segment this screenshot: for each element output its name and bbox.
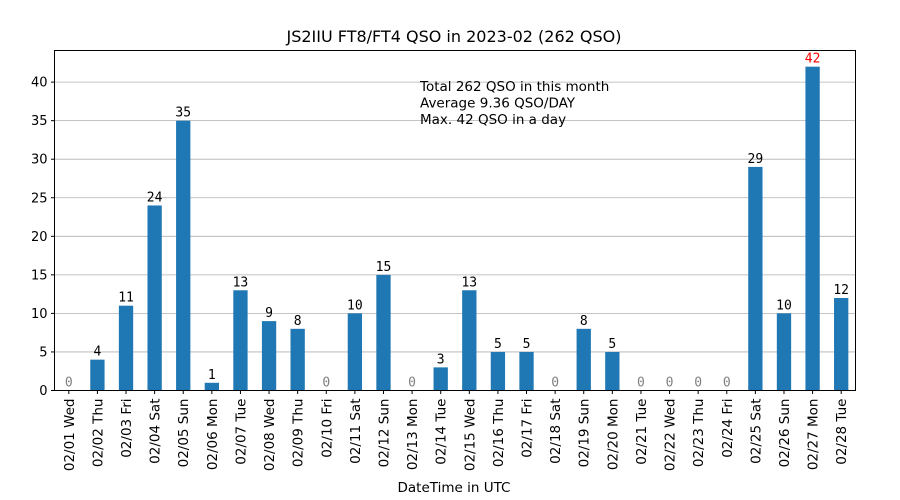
bar: [776, 313, 792, 391]
bar-value-label: 0: [322, 376, 330, 391]
x-tick-label: 02/26 Sun: [777, 399, 793, 468]
x-tick-label: 02/06 Mon: [205, 399, 221, 471]
bar: [576, 328, 591, 391]
y-tick-label: 25: [31, 191, 48, 206]
annotation-average: Average 9.36 QSO/DAY: [420, 96, 576, 112]
x-tick-label: 02/14 Tue: [434, 399, 450, 465]
x-tick-label: 02/02 Thu: [90, 399, 106, 468]
x-tick-label: 02/13 Mon: [405, 399, 421, 471]
y-tick-label: 30: [31, 153, 48, 168]
y-tick-label: 10: [31, 307, 48, 322]
x-tick-label: 02/03 Fri: [119, 399, 135, 458]
x-tick-label: 02/17 Fri: [520, 399, 536, 458]
bar: [519, 351, 534, 391]
bar-value-label: 8: [580, 314, 588, 329]
x-tick-label: 02/07 Tue: [233, 399, 249, 465]
bar: [176, 120, 191, 391]
bar: [376, 274, 391, 391]
x-tick-label: 02/08 Wed: [262, 399, 278, 472]
bar-value-label: 15: [376, 260, 392, 275]
y-tick-label: 20: [31, 230, 48, 245]
bar-value-label: 13: [233, 275, 249, 290]
bar: [233, 290, 248, 391]
bar-value-label: 0: [637, 376, 645, 391]
bar-value-label: 5: [494, 337, 502, 352]
bar: [290, 328, 305, 391]
x-tick-label: 02/04 Sat: [148, 399, 164, 464]
bar-value-label: 1: [208, 368, 216, 383]
bar: [605, 351, 620, 391]
x-tick-label: 02/19 Sun: [577, 399, 593, 468]
bar-value-label: 5: [608, 337, 616, 352]
bar-value-label: 29: [748, 152, 764, 167]
x-tick-label: 02/24 Fri: [720, 399, 736, 458]
bar-value-label: 5: [523, 337, 531, 352]
bar-value-label: 24: [147, 190, 163, 205]
y-tick-label: 0: [39, 384, 47, 399]
bar: [147, 205, 162, 391]
plot-frame: [54, 50, 856, 391]
y-tick-label: 40: [31, 76, 48, 91]
bar-value-label: 0: [551, 376, 559, 391]
bar: [90, 359, 105, 391]
x-tick-label: 02/22 Wed: [663, 399, 679, 472]
bar: [748, 166, 763, 391]
x-tick-label: 02/23 Thu: [691, 399, 707, 468]
chart-title: JS2IIU FT8/FT4 QSO in 2023-02 (262 QSO): [285, 27, 621, 46]
x-tick-label: 02/25 Sat: [748, 399, 764, 464]
bar: [834, 297, 849, 391]
bar: [805, 66, 820, 391]
bar: [261, 321, 277, 391]
x-tick-label: 02/01 Wed: [62, 399, 78, 472]
x-tick-label: 02/16 Thu: [491, 399, 507, 468]
x-tick-label: 02/18 Sat: [548, 399, 564, 464]
y-tick-label: 15: [31, 268, 48, 283]
bar-value-label: 9: [265, 306, 273, 321]
bar-value-label: 12: [833, 283, 849, 298]
bar-value-label: 10: [776, 298, 792, 313]
x-tick-label: 02/05 Sun: [176, 399, 192, 468]
bar-value-label: 3: [437, 352, 445, 367]
bar: [204, 382, 219, 391]
bar: [118, 305, 134, 391]
annotation-max: Max. 42 QSO in a day: [420, 112, 566, 128]
bar-value-label: 8: [294, 314, 302, 329]
bar-value-label: 35: [175, 106, 191, 121]
bar-value-label: 4: [93, 345, 101, 360]
bar-value-label: 0: [723, 376, 731, 391]
bar-value-label: 0: [65, 376, 73, 391]
bar: [490, 351, 506, 391]
x-tick-label: 02/27 Mon: [806, 399, 822, 471]
x-tick-label: 02/28 Tue: [834, 399, 850, 465]
x-tick-label: 02/09 Thu: [291, 399, 307, 468]
bar: [347, 313, 363, 391]
bar: [433, 367, 448, 391]
annotation-total: Total 262 QSO in this month: [419, 79, 609, 95]
bar-value-label: 0: [694, 376, 702, 391]
x-tick-label: 02/11 Sat: [348, 399, 364, 464]
x-tick-label: 02/21 Tue: [634, 399, 650, 465]
x-axis-label: DateTime in UTC: [398, 480, 511, 496]
bar-value-label: 11: [118, 291, 134, 306]
bar-value-label: 10: [347, 298, 363, 313]
x-tick-label: 02/10 Fri: [319, 399, 335, 458]
bar: [462, 290, 477, 391]
y-tick-label: 5: [39, 345, 47, 360]
y-tick-label: 35: [31, 114, 48, 129]
bar-value-label: 0: [408, 376, 416, 391]
x-tick-label: 02/15 Wed: [462, 399, 478, 472]
summary-annotation: Total 262 QSO in this month Average 9.36…: [419, 79, 609, 128]
bar-value-label: 42: [805, 52, 821, 67]
bar-value-label: 13: [461, 275, 477, 290]
x-tick-label: 02/20 Mon: [605, 399, 621, 471]
x-tick-label: 02/12 Sun: [376, 399, 392, 468]
bar-value-label: 0: [666, 376, 674, 391]
